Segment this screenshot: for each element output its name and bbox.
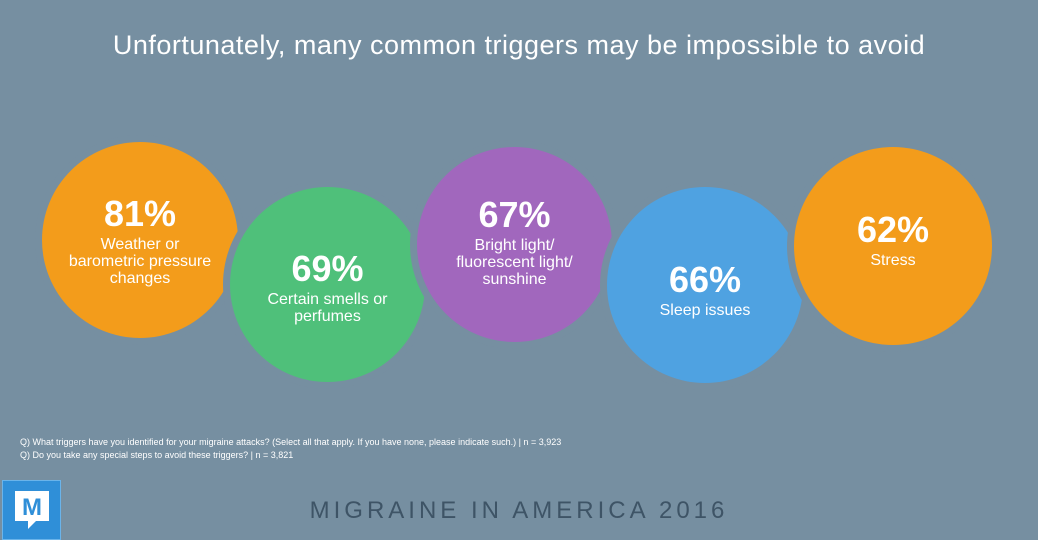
trigger-percentage: 62%: [856, 209, 930, 250]
chart-title: Unfortunately, many common triggers may …: [112, 30, 926, 60]
trigger-percentage: 81%: [103, 193, 177, 234]
trigger-label: Weather or barometric pressure changes: [68, 236, 212, 287]
trigger-bubble-2: 69% Certain smells or perfumes: [230, 187, 425, 382]
trigger-label: Certain smells or perfumes: [267, 291, 388, 325]
trigger-bubble-5: 62% Stress: [794, 147, 992, 345]
trigger-bubble-3: 67% Bright light/fluorescent light/sunshi…: [417, 147, 612, 342]
migraine-m-logo-icon: M: [2, 480, 61, 540]
footnote-question-2: Q) Do you take any special steps to avoi…: [20, 450, 294, 460]
trigger-percentage: 69%: [291, 248, 364, 289]
trigger-label: Sleep issues: [659, 302, 751, 319]
trigger-percentage: 66%: [668, 259, 742, 300]
trigger-bubble-4: 66% Sleep issues: [607, 187, 803, 383]
trigger-bubble-1: 81% Weather or barometric pressure changes: [42, 142, 238, 338]
trigger-label: Bright light/fluorescent light/sunshine: [456, 237, 573, 288]
brand-footer: MIGRAINE IN AMERICA 2016: [309, 497, 729, 524]
trigger-percentage: 67%: [478, 194, 551, 235]
trigger-label: Stress: [870, 252, 916, 269]
footnote-question-1: Q) What triggers have you identified for…: [20, 437, 562, 447]
logo-letter: M: [22, 494, 42, 521]
